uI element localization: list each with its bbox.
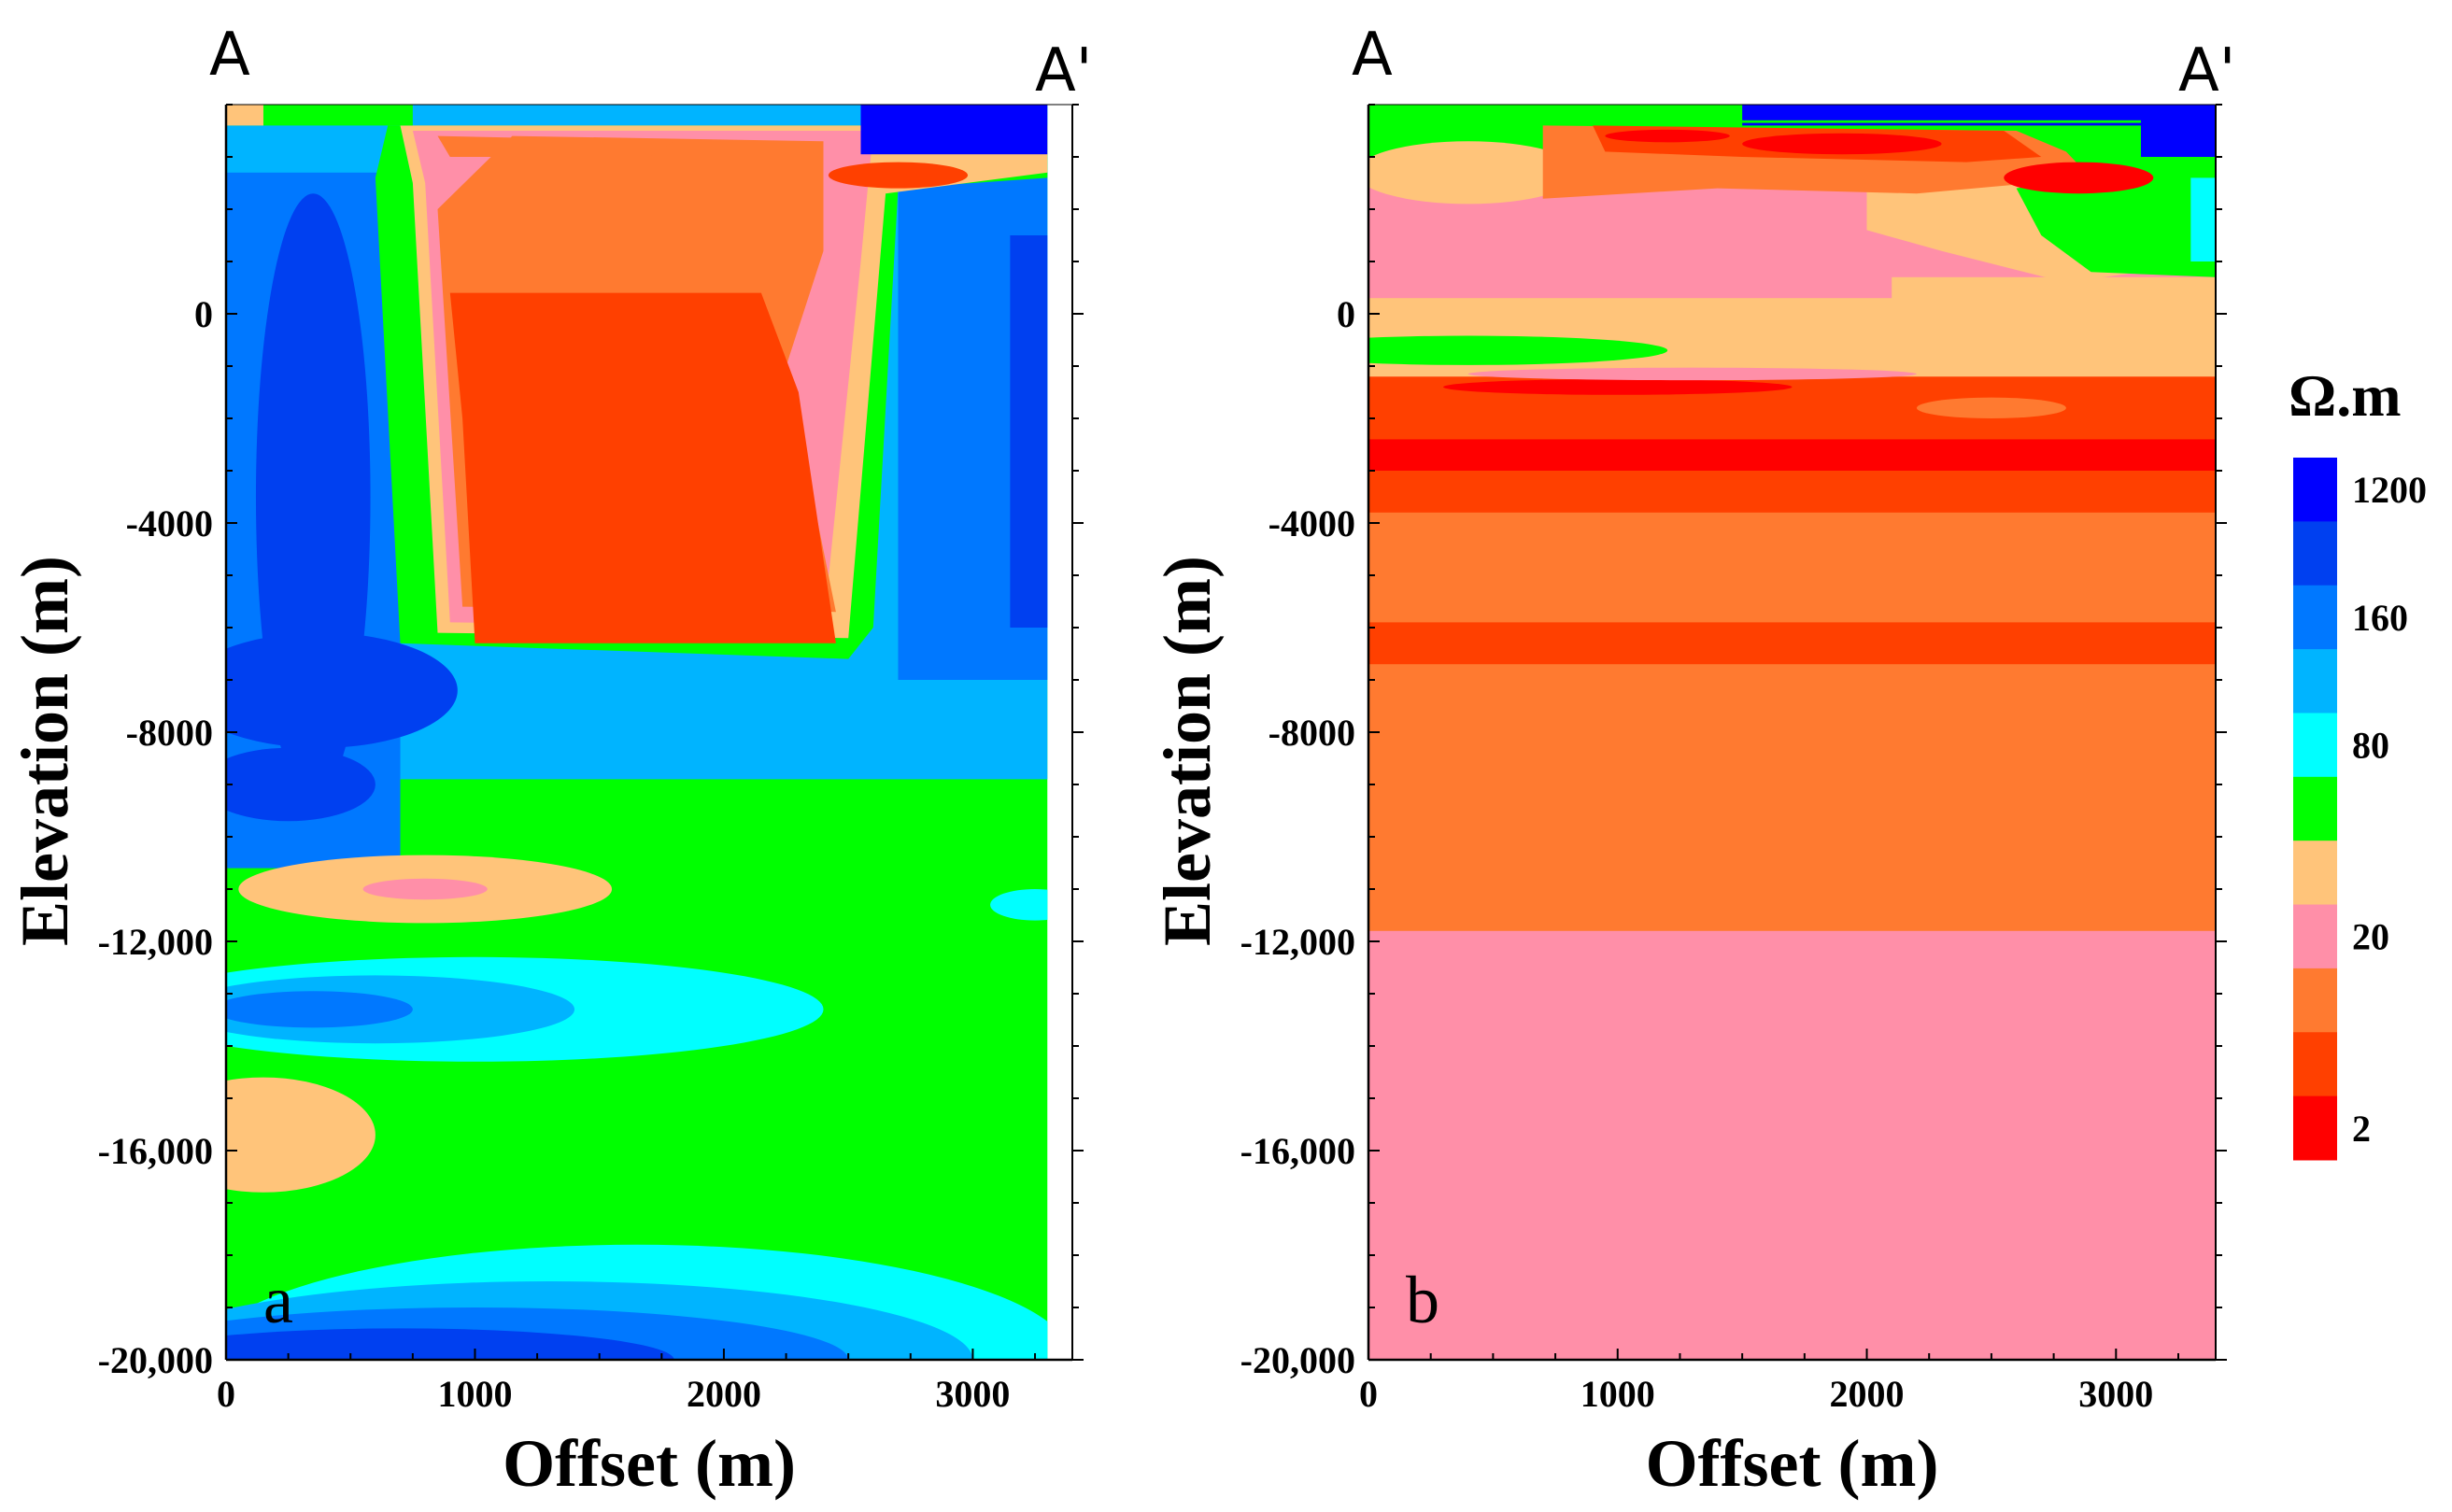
colorbar-label: 160 <box>2352 597 2408 639</box>
profile-end-label: A' <box>1035 36 1092 106</box>
y-tick-label: -12,000 <box>98 921 213 963</box>
profile-start-label: A <box>1352 21 1393 90</box>
colorbar-swatch-class-3 <box>2293 968 2337 1033</box>
x-tick-label: 1000 <box>437 1373 512 1415</box>
x-axis-title: Offset (m) <box>1646 1426 1939 1501</box>
y-axis-title: Elevation (m) <box>7 556 82 946</box>
x-axis-title: Offset (m) <box>503 1426 796 1501</box>
resistivity-region-class-4 <box>1467 367 1917 381</box>
resistivity-region-class-7 <box>226 105 413 126</box>
resistivity-region-class-11 <box>1010 235 1048 628</box>
colorbar-swatch-class-8 <box>2293 713 2337 778</box>
colorbar-swatch-class-1 <box>2293 1095 2337 1161</box>
profile-start-label: A <box>209 21 250 90</box>
resistivity-region-class-2 <box>828 162 969 189</box>
colorbar-swatch-class-11 <box>2293 521 2337 586</box>
y-tick-label: -20,000 <box>98 1339 213 1381</box>
colorbar-swatch-class-9 <box>2293 649 2337 714</box>
colorbar-swatch-class-10 <box>2293 585 2337 650</box>
resistivity-region-class-11 <box>226 747 376 822</box>
x-tick-label: 0 <box>1359 1373 1378 1415</box>
resistivity-region-class-5 <box>226 105 263 126</box>
y-tick-label: -4000 <box>126 502 213 544</box>
y-tick-label: 0 <box>1337 293 1355 335</box>
resistivity-region-class-11 <box>226 1328 674 1360</box>
colorbar-label: 80 <box>2352 725 2389 767</box>
resistivity-region-class-12 <box>2140 105 2216 157</box>
colorbar-unit: Ω.m <box>2289 362 2402 429</box>
colorbar-swatch-class-2 <box>2293 1032 2337 1097</box>
colorbar-swatch-class-4 <box>2293 904 2337 969</box>
resistivity-colorbar: Ω.m 1200 160 80 20 2 <box>2289 362 2427 1161</box>
colorbar-swatch-class-12 <box>2293 458 2337 522</box>
resistivity-region-class-8 <box>990 889 1048 921</box>
resistivity-region-class-3 <box>1916 397 2066 418</box>
y-tick-label: -16,000 <box>98 1130 213 1172</box>
y-tick-label: -12,000 <box>1240 921 1355 963</box>
resistivity-region-class-12 <box>860 105 1048 155</box>
resistivity-region-class-5 <box>1368 141 1580 205</box>
resistivity-region-class-2 <box>1368 622 2216 665</box>
y-axis-title: Elevation (m) <box>1150 556 1225 946</box>
resistivity-region-class-10 <box>226 991 413 1028</box>
y-tick-label: -8000 <box>1269 712 1355 754</box>
resistivity-region-class-1 <box>2004 162 2154 194</box>
resistivity-region-class-1 <box>1605 129 1730 143</box>
colorbar-label: 1200 <box>2352 469 2427 511</box>
resistivity-region-class-12 <box>1742 105 2216 120</box>
resistivity-region-class-4 <box>1368 930 2216 1360</box>
resistivity-region-class-5 <box>226 1077 376 1193</box>
y-tick-label: -8000 <box>126 712 213 754</box>
resistivity-field <box>1368 105 2216 1360</box>
resistivity-field <box>226 105 1048 1360</box>
x-tick-label: 2000 <box>1830 1373 1905 1415</box>
colorbar-swatch-class-7 <box>2293 776 2337 841</box>
x-tick-label: 2000 <box>687 1373 761 1415</box>
x-tick-label: 3000 <box>2078 1373 2153 1415</box>
y-tick-label: -16,000 <box>1240 1130 1355 1172</box>
x-tick-label: 1000 <box>1580 1373 1655 1415</box>
resistivity-region-class-4 <box>362 878 488 900</box>
resistivity-region-class-1 <box>1742 133 1942 155</box>
resistivity-region-class-2 <box>449 292 836 643</box>
resistivity-region-class-11 <box>226 632 458 748</box>
resistivity-region-class-1 <box>1443 379 1793 395</box>
colorbar-label: 2 <box>2352 1108 2371 1150</box>
x-tick-label: 3000 <box>935 1373 1010 1415</box>
y-tick-label: 0 <box>194 293 213 335</box>
colorbar-swatch-class-5 <box>2293 841 2337 906</box>
resistivity-region-class-3 <box>437 135 674 157</box>
y-tick-label: -20,000 <box>1240 1339 1355 1381</box>
colorbar-label: 20 <box>2352 916 2389 958</box>
panel-letter: a <box>263 1263 293 1337</box>
resistivity-region-class-1 <box>1368 439 2216 471</box>
profile-end-label: A' <box>2178 36 2235 106</box>
panel-letter: b <box>1406 1263 1439 1337</box>
y-tick-label: -4000 <box>1269 502 1355 544</box>
x-tick-label: 0 <box>217 1373 235 1415</box>
resistivity-region-class-7 <box>1368 335 1668 365</box>
